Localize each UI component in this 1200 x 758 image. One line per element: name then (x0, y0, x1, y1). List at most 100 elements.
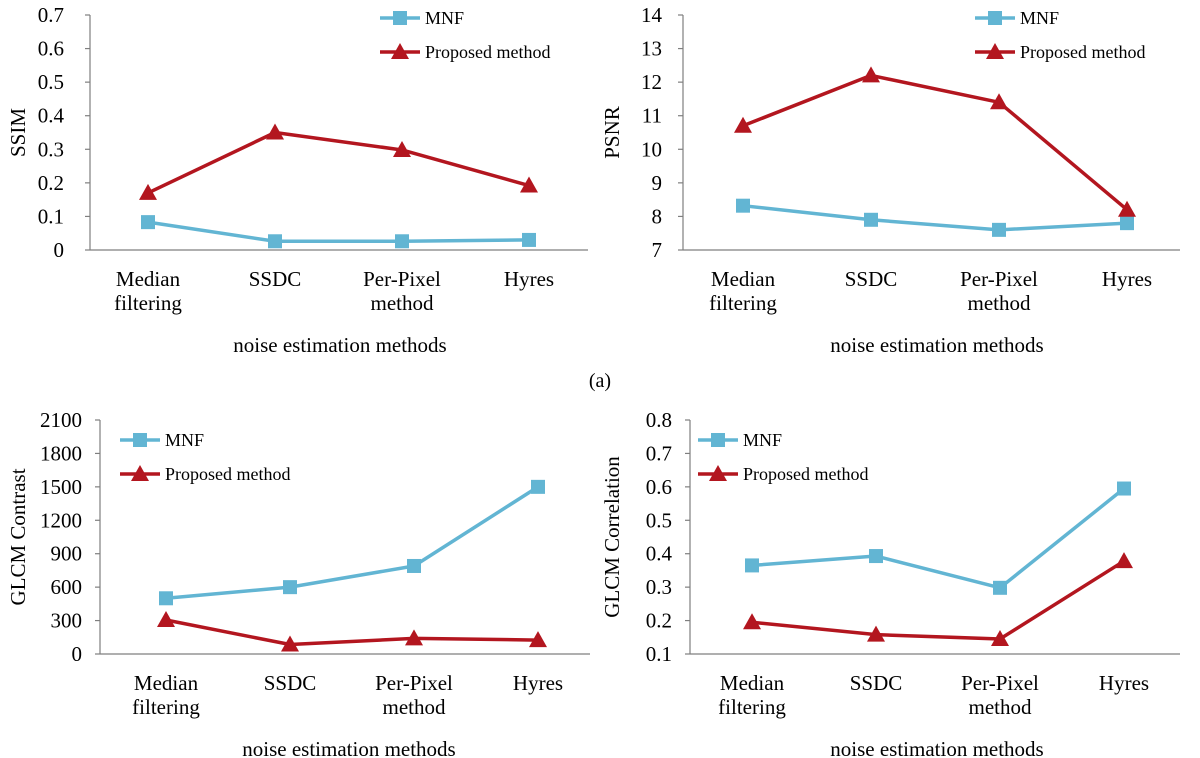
y-tick-label: 11 (642, 104, 662, 128)
legend-label: Proposed method (743, 464, 869, 484)
y-tick-label: 0.8 (646, 408, 672, 432)
x-tick-label: filtering (709, 291, 777, 315)
x-tick-label: method (968, 291, 1031, 315)
y-tick-label: 0.3 (646, 575, 672, 599)
y-axis-label: GLCM Correlation (600, 456, 624, 618)
data-point-mnf (869, 549, 883, 564)
legend-label: Proposed method (425, 42, 551, 62)
x-tick-label: filtering (132, 695, 200, 719)
y-tick-label: 600 (51, 575, 83, 599)
y-tick-label: 900 (51, 542, 83, 566)
y-tick-label: 0.2 (38, 171, 64, 195)
data-point-mnf (745, 558, 759, 573)
data-point-mnf (141, 215, 155, 230)
y-tick-label: 1500 (40, 475, 82, 499)
series-line-proposed (751, 559, 1125, 641)
x-tick-label: Median (720, 671, 785, 695)
legend-marker-proposed (131, 465, 149, 481)
legend-marker-mnf (711, 433, 725, 447)
legend-label: Proposed method (165, 464, 291, 484)
data-point-proposed (405, 629, 423, 646)
x-tick-label: filtering (114, 291, 182, 315)
y-tick-label: 0.3 (38, 137, 64, 161)
data-point-proposed (520, 176, 538, 193)
chart-contrast: 0 300 600 900 1200 1500 1800 2100 GLCM Contrast M… (6, 408, 590, 758)
legend-label: MNF (165, 430, 204, 450)
y-tick-label: 7 (652, 238, 663, 262)
y-tick-label: 13 (641, 37, 662, 61)
y-tick-label: 300 (51, 609, 83, 633)
legend-marker-proposed (709, 465, 727, 481)
y-tick-label: 0.4 (38, 104, 65, 128)
chart-correlation: 0.1 0.2 0.3 0.4 0.5 0.6 0.7 0.8 GLCM Correlation… (600, 408, 1180, 758)
data-point-proposed (266, 123, 284, 140)
data-point-mnf (159, 591, 173, 606)
y-axis-label: PSNR (600, 106, 624, 159)
x-tick-label: Per-Pixel (363, 267, 441, 291)
x-tick-label: SSDC (264, 671, 317, 695)
series-line-mnf (147, 220, 530, 244)
y-tick-label: 1200 (40, 508, 82, 532)
series-line-mnf (751, 487, 1126, 590)
x-tick-label: Hyres (504, 267, 554, 291)
series-line-mnf (742, 203, 1128, 232)
y-tick-label: 0.1 (646, 642, 672, 666)
legend-label: MNF (743, 430, 782, 450)
legend-marker-proposed (986, 43, 1004, 59)
data-point-proposed (1115, 552, 1133, 569)
y-tick-label: 0.5 (38, 70, 64, 94)
y-tick-label: 0 (72, 642, 83, 666)
x-tick-label: Median (711, 267, 776, 291)
y-tick-label: 10 (641, 137, 662, 161)
legend-marker-mnf (988, 11, 1002, 25)
x-axis-title: noise estimation methods (830, 333, 1043, 357)
x-axis-title: noise estimation methods (242, 737, 455, 758)
chart-ssim: 0 0.1 0.2 0.3 0.4 0.5 0.6 0.7 SSIM Medianfilterin… (6, 3, 588, 357)
y-tick-label: 0.7 (38, 3, 64, 27)
y-tick-label: 1800 (40, 441, 82, 465)
data-point-mnf (1117, 481, 1131, 496)
y-tick-label: 0.1 (38, 204, 64, 228)
y-tick-label: 8 (652, 204, 663, 228)
x-tick-label: Hyres (1099, 671, 1149, 695)
x-tick-label: Per-Pixel (375, 671, 453, 695)
data-point-proposed (1118, 200, 1136, 217)
legend-label: MNF (425, 8, 464, 28)
x-tick-label: Median (134, 671, 199, 695)
x-tick-label: SSDC (845, 267, 898, 291)
x-tick-label: method (383, 695, 446, 719)
x-tick-label: Per-Pixel (960, 267, 1038, 291)
data-point-proposed (990, 93, 1008, 110)
data-point-mnf (864, 212, 878, 227)
data-point-mnf (283, 580, 297, 595)
data-point-proposed (139, 183, 157, 200)
x-tick-label: Per-Pixel (961, 671, 1039, 695)
y-tick-label: 0.2 (646, 609, 672, 633)
legend-marker-mnf (393, 11, 407, 25)
data-point-mnf (1120, 216, 1134, 231)
y-tick-label: 9 (652, 171, 663, 195)
y-axis-label: SSIM (6, 108, 30, 157)
x-tick-label: Hyres (1102, 267, 1152, 291)
data-point-proposed (529, 631, 547, 648)
y-tick-label: 0.4 (646, 542, 673, 566)
y-tick-label: 0 (54, 238, 65, 262)
data-point-mnf (531, 479, 545, 494)
data-point-mnf (992, 222, 1006, 237)
y-tick-label: 12 (641, 70, 662, 94)
legend-label: MNF (1020, 8, 1059, 28)
data-point-proposed (281, 635, 299, 652)
y-tick-label: 0.5 (646, 508, 672, 532)
y-tick-label: 2100 (40, 408, 82, 432)
y-axis-label: GLCM Contrast (6, 468, 30, 605)
x-tick-label: Hyres (513, 671, 563, 695)
data-point-proposed (743, 613, 761, 630)
x-tick-label: SSDC (249, 267, 302, 291)
legend-label: Proposed method (1020, 42, 1146, 62)
data-point-mnf (993, 580, 1007, 595)
legend-marker-proposed (391, 43, 409, 59)
series-line-proposed (742, 73, 1129, 212)
data-point-mnf (407, 558, 421, 573)
